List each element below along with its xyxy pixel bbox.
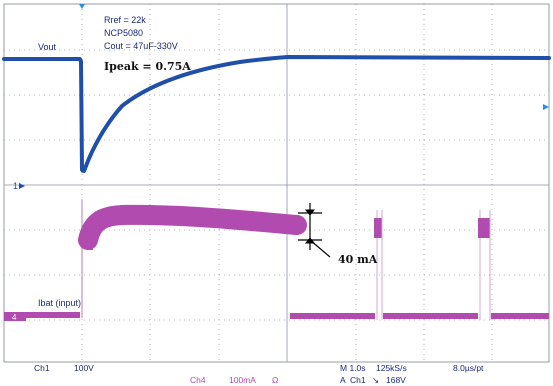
trigger-prefix: A — [340, 375, 346, 385]
ch1-scale[interactable]: 100V — [74, 363, 94, 373]
status-bar: Ch1 100V Ch4 100mA Ω M 1.0s 125kS/s 8.0µ… — [34, 363, 484, 385]
trigger-source[interactable]: Ch1 — [350, 375, 366, 385]
ch4-status[interactable]: Ch4 — [190, 375, 206, 385]
delta-annotation-label: 40 mA — [338, 253, 378, 266]
trigger-level[interactable]: 168V — [386, 375, 406, 385]
trigger-slope-icon[interactable]: ↘ — [372, 375, 379, 385]
ch4-marker-label: 4 — [12, 313, 17, 322]
rref-annotation: Rref = 22k — [104, 15, 146, 25]
ch1-marker-label: 1 — [13, 181, 18, 191]
trigger-position-marker[interactable] — [79, 4, 85, 9]
vout-label: Vout — [38, 42, 57, 52]
ch4-ground-marker[interactable]: 4 — [4, 312, 26, 322]
ch1-status[interactable]: Ch1 — [34, 363, 50, 373]
ch4-impedance: Ω — [272, 375, 278, 385]
delta-current-annotation — [298, 203, 331, 258]
ipeak-annotation: Ipeak = 0.75A — [104, 60, 191, 73]
part-annotation: NCP5080 — [104, 28, 143, 38]
ch1-trace — [2, 55, 551, 173]
trigger-level-marker[interactable] — [543, 104, 549, 110]
timebase[interactable]: M 1.0s — [340, 363, 366, 373]
ch1-ground-marker[interactable]: 1 — [13, 181, 25, 191]
sample-rate: 125kS/s — [376, 363, 407, 373]
time-per-point: 8.0µs/pt — [453, 363, 484, 373]
ch4-trace — [4, 200, 549, 320]
cout-annotation: Cout = 47uF-330V — [104, 41, 178, 51]
ch4-scale[interactable]: 100mA — [229, 375, 256, 385]
ibat-label: Ibat (input) — [38, 298, 81, 308]
